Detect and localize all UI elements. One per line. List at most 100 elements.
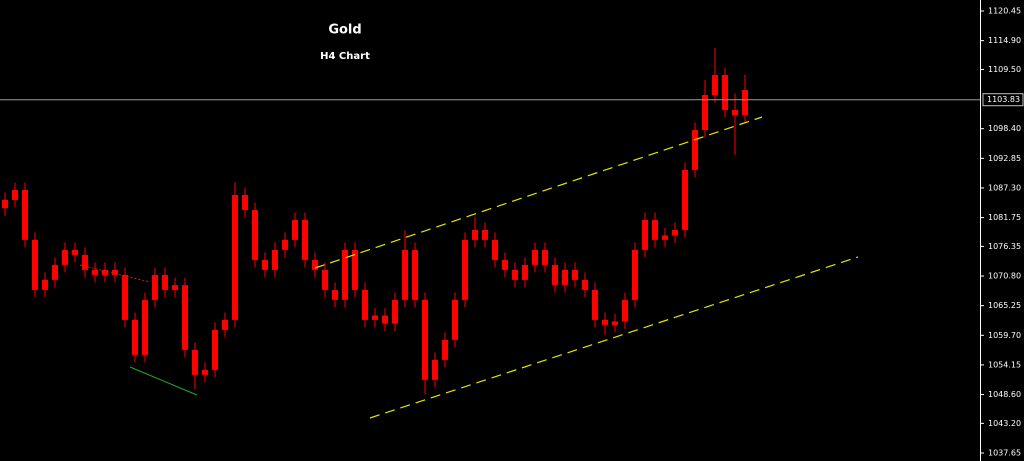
candle-body <box>682 169 688 230</box>
candle-body <box>12 189 18 200</box>
candle-body <box>632 249 638 300</box>
candle-body <box>692 129 698 170</box>
candle-body <box>302 219 308 260</box>
candle-body <box>122 274 128 320</box>
y-tick-label: 1065.25 <box>988 301 1021 310</box>
candle-body <box>532 249 538 265</box>
candle-body <box>342 249 348 300</box>
lower-trend-line <box>369 256 859 419</box>
candle-body <box>192 349 198 375</box>
candle-body <box>732 109 738 115</box>
candle-body <box>232 194 238 320</box>
candle-body <box>712 74 718 95</box>
candle-body <box>482 229 488 240</box>
candle-body <box>202 369 208 375</box>
y-tick-label: 1114.90 <box>988 36 1021 45</box>
y-tick-label: 1087.30 <box>988 183 1021 192</box>
dotted-line <box>79 264 151 283</box>
plot-area <box>2 48 748 395</box>
green-line <box>129 366 198 396</box>
candle-body <box>382 315 388 324</box>
candle-body <box>562 269 568 285</box>
candle-body <box>702 94 708 130</box>
candle-body <box>2 199 8 209</box>
candle-body <box>512 269 518 280</box>
y-tick-label: 1098.40 <box>988 124 1021 133</box>
candle-body <box>572 269 578 280</box>
chart-title: Gold <box>328 23 361 38</box>
candle-body <box>212 329 218 370</box>
candle-body <box>612 321 618 325</box>
candle-body <box>452 299 458 340</box>
candle-body <box>42 279 48 290</box>
candle-body <box>22 189 28 240</box>
candle-body <box>222 319 228 330</box>
candle-body <box>412 249 418 300</box>
candle-body <box>312 259 318 270</box>
candle-body <box>542 249 548 265</box>
y-tick-label: 1037.65 <box>988 448 1021 457</box>
y-tick-label: 1070.80 <box>988 272 1021 281</box>
candle-body <box>402 249 408 300</box>
candle-body <box>432 359 438 380</box>
candle-body <box>252 209 258 260</box>
candle-body <box>422 299 428 380</box>
candle-body <box>32 239 38 290</box>
candle-body <box>102 269 108 275</box>
candle-body <box>162 274 168 290</box>
candle-body <box>722 74 728 110</box>
candle-body <box>662 235 668 240</box>
candle-body <box>82 254 88 270</box>
candle-body <box>652 219 658 240</box>
candle-body <box>592 289 598 320</box>
y-tick-label: 1081.75 <box>988 213 1021 222</box>
candle-body <box>262 259 268 270</box>
candle-body <box>582 279 588 290</box>
candle-body <box>502 259 508 270</box>
y-tick-label: 1092.85 <box>988 154 1021 163</box>
upper-trend-line <box>314 116 763 269</box>
candle-body <box>292 219 298 240</box>
candle-body <box>442 339 448 360</box>
y-tick-label: 1109.50 <box>988 65 1021 74</box>
candle-body <box>462 239 468 300</box>
candle-body <box>742 89 748 115</box>
y-tick-label: 1043.20 <box>988 419 1021 428</box>
candle-body <box>242 194 248 210</box>
candle-body <box>372 315 378 320</box>
candle-body <box>172 285 178 290</box>
y-tick-label: 1120.45 <box>988 6 1021 15</box>
candle-body <box>552 264 558 285</box>
candle-body <box>392 299 398 324</box>
candle-body <box>282 239 288 250</box>
y-tick-label: 1048.60 <box>988 390 1021 399</box>
current-price-box <box>982 93 1024 107</box>
candle-body <box>602 319 608 325</box>
candle-body <box>52 264 58 280</box>
candle-body <box>322 269 328 290</box>
candle-body <box>182 285 188 350</box>
candle-body <box>92 269 98 275</box>
candle-body <box>72 249 78 255</box>
chart-subtitle: H4 Chart <box>320 51 370 62</box>
y-tick-label: 1059.70 <box>988 331 1021 340</box>
candle-body <box>112 269 118 275</box>
candle-body <box>522 264 528 280</box>
candle-body <box>272 249 278 270</box>
candle-body <box>142 299 148 355</box>
candle-body <box>352 249 358 290</box>
candle-body <box>332 289 338 300</box>
candle-body <box>62 249 68 265</box>
y-tick-label: 1076.35 <box>988 242 1021 251</box>
y-tick-label: 1054.15 <box>988 360 1021 369</box>
current-price-label: 1103.83 <box>987 95 1020 104</box>
candle-body <box>672 229 678 236</box>
candle-body <box>642 219 648 250</box>
candle-body <box>472 229 478 240</box>
candle-body <box>362 289 368 320</box>
candle-body <box>132 319 138 355</box>
candle-body <box>492 239 498 260</box>
candle-body <box>152 274 158 300</box>
